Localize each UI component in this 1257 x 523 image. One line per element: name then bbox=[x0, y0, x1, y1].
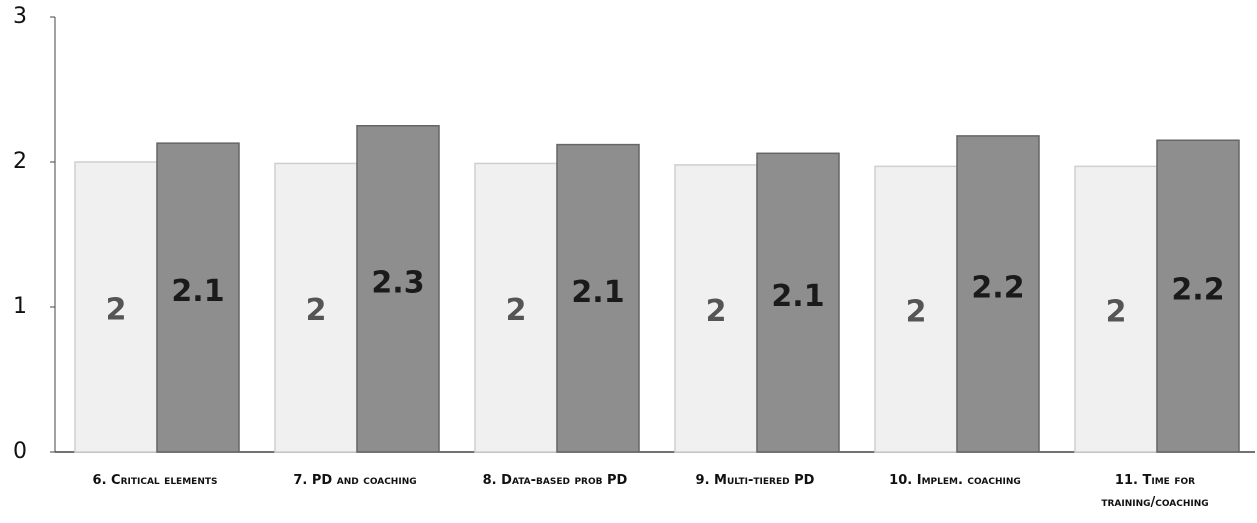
x-tick-label: 7. PD and coaching bbox=[293, 473, 417, 488]
bar bbox=[74, 161, 158, 453]
x-tick-label: 6. Critical elements bbox=[92, 473, 218, 488]
bar bbox=[156, 142, 240, 453]
value-label: 2.1 bbox=[571, 275, 624, 310]
value-label: 2 bbox=[1106, 295, 1127, 330]
x-tick-label: 8. Data-based prob PD bbox=[482, 473, 628, 488]
x-tick-label: 10. Implem. coaching bbox=[889, 473, 1021, 488]
value-label: 2 bbox=[506, 293, 527, 328]
value-label: 2.3 bbox=[371, 265, 424, 300]
bar bbox=[674, 164, 758, 453]
value-label: 2.2 bbox=[971, 270, 1024, 305]
value-label: 2.2 bbox=[1171, 273, 1224, 308]
y-tick-label: 2 bbox=[13, 149, 27, 174]
value-label: 2.1 bbox=[171, 274, 224, 309]
value-label: 2 bbox=[706, 294, 727, 329]
bar bbox=[1156, 139, 1240, 453]
value-label: 2 bbox=[906, 295, 927, 330]
value-label: 2.1 bbox=[771, 279, 824, 314]
value-label: 2 bbox=[306, 293, 327, 328]
y-tick-label: 1 bbox=[13, 294, 27, 319]
bar bbox=[474, 162, 558, 453]
bar bbox=[556, 143, 640, 453]
y-tick-label: 3 bbox=[13, 4, 27, 29]
y-tick-label: 0 bbox=[13, 439, 27, 464]
bar bbox=[1074, 165, 1158, 453]
x-tick-label: 11. Time for training/coaching bbox=[1101, 473, 1209, 510]
value-label: 2 bbox=[106, 293, 127, 328]
bar bbox=[756, 152, 840, 453]
bar bbox=[356, 125, 440, 453]
bar bbox=[956, 135, 1040, 453]
bar bbox=[874, 165, 958, 453]
x-tick-label: 9. Multi-tiered PD bbox=[695, 473, 815, 488]
